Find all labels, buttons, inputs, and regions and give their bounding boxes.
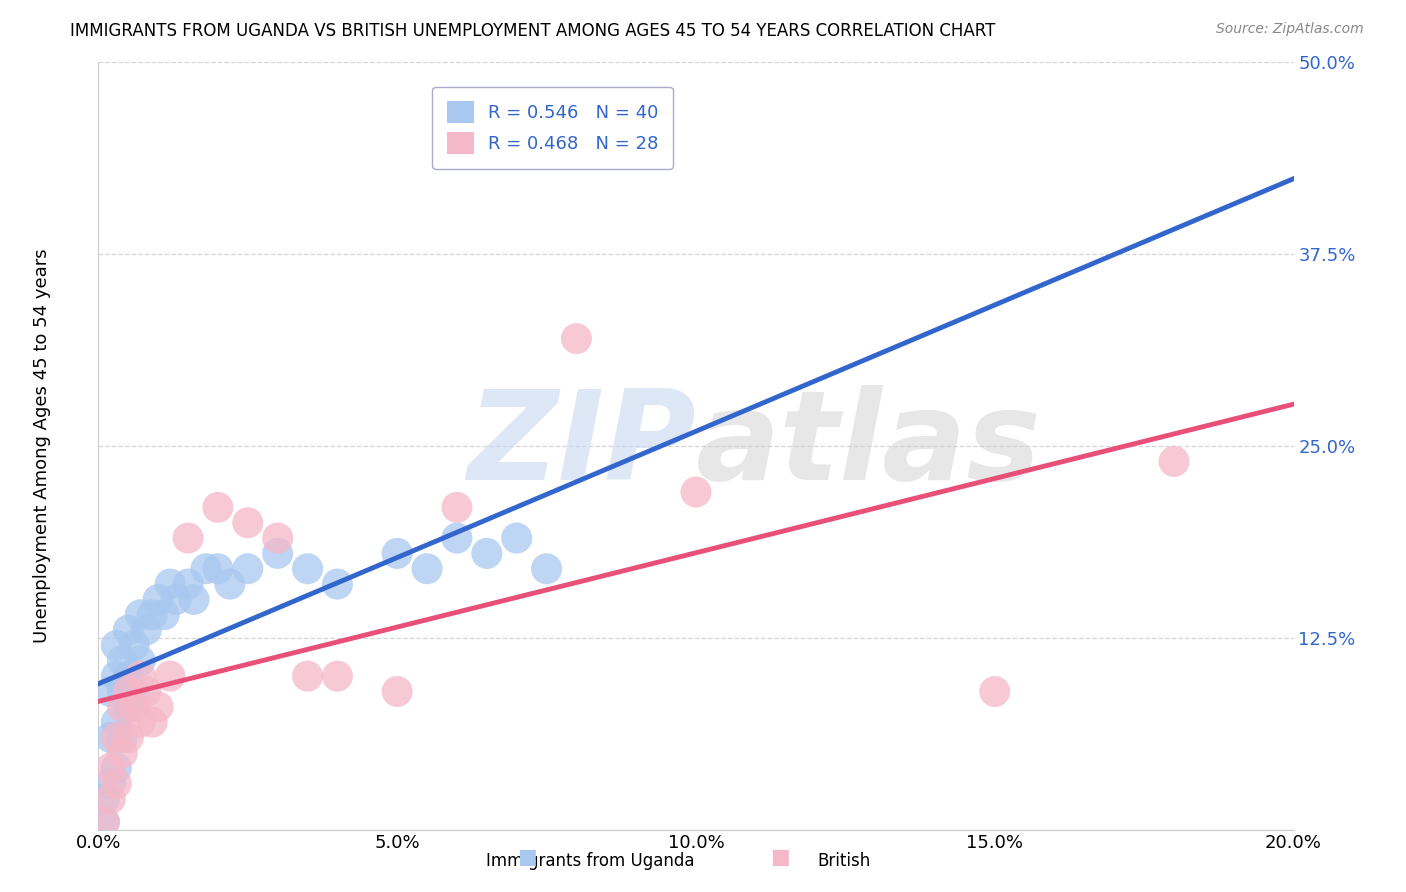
Point [153,607,176,622]
Point [129,607,152,622]
Point [446,500,468,515]
Point [148,592,170,607]
Point [536,562,558,576]
Point [135,684,157,698]
Point [105,639,128,653]
Point [124,639,146,653]
Point [105,776,128,790]
Point [141,607,163,622]
Text: British: British [817,852,870,870]
Legend: R = 0.546   N = 40, R = 0.468   N = 28: R = 0.546 N = 40, R = 0.468 N = 28 [432,87,673,169]
Point [565,332,588,346]
Point [98,761,122,775]
Point [105,715,128,730]
Point [159,669,181,683]
Point [446,531,468,545]
Text: Unemployment Among Ages 45 to 54 years: Unemployment Among Ages 45 to 54 years [34,249,51,643]
Point [111,746,134,760]
Point [93,792,115,806]
Point [117,684,139,698]
Point [177,577,200,591]
Point [685,485,707,500]
Point [148,699,170,714]
Point [267,531,290,545]
Point [111,731,134,745]
Point [326,669,349,683]
Point [105,669,128,683]
Point [117,699,139,714]
Text: ZIP: ZIP [467,385,696,507]
Point [207,562,229,576]
Point [98,776,122,790]
Point [98,731,122,745]
Point [135,623,157,637]
Point [105,761,128,775]
Text: IMMIGRANTS FROM UGANDA VS BRITISH UNEMPLOYMENT AMONG AGES 45 TO 54 YEARS CORRELA: IMMIGRANTS FROM UGANDA VS BRITISH UNEMPL… [70,22,995,40]
Text: ■: ■ [517,847,537,867]
Point [267,546,290,560]
Point [124,699,146,714]
Point [385,684,409,698]
Point [98,684,122,698]
Point [1163,454,1185,468]
Point [165,592,187,607]
Point [124,684,146,698]
Point [236,516,259,530]
Point [105,731,128,745]
Point [506,531,529,545]
Point [98,792,122,806]
Point [93,814,115,829]
Point [111,684,134,698]
Point [326,577,349,591]
Point [475,546,498,560]
Point [111,654,134,668]
Point [297,669,319,683]
Text: Source: ZipAtlas.com: Source: ZipAtlas.com [1216,22,1364,37]
Point [111,699,134,714]
Text: atlas: atlas [696,385,1042,507]
Point [195,562,218,576]
Point [236,562,259,576]
Point [159,577,181,591]
Point [129,654,152,668]
Point [93,814,115,829]
Point [117,669,139,683]
Point [177,531,200,545]
Text: Immigrants from Uganda: Immigrants from Uganda [486,852,695,870]
Point [117,731,139,745]
Point [219,577,242,591]
Point [129,715,152,730]
Point [129,669,152,683]
Point [117,623,139,637]
Point [385,546,409,560]
Point [416,562,439,576]
Point [984,684,1007,698]
Point [297,562,319,576]
Point [183,592,205,607]
Point [141,715,163,730]
Point [207,500,229,515]
Text: ■: ■ [770,847,790,867]
